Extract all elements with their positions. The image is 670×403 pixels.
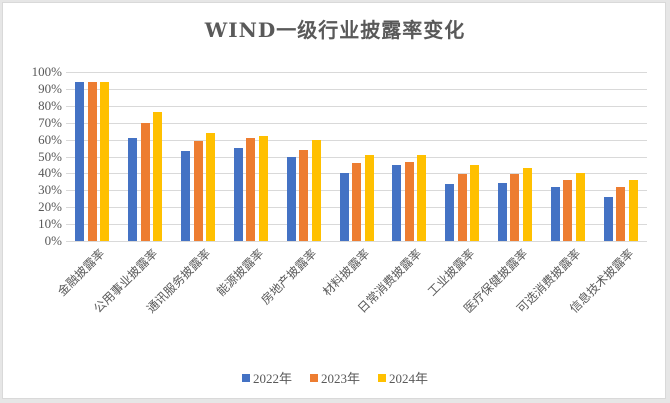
bar-2024年 [206,132,216,241]
legend-swatch-icon [378,373,386,382]
legend-swatch-icon [241,373,250,382]
y-tick-label: 90% [38,80,62,96]
bar-2022年 [286,156,296,241]
legend-swatch-icon [309,373,318,382]
bar-2023年 [246,137,256,241]
bar-2024年 [364,154,374,241]
bar-2024年 [153,111,163,241]
bar-2023年 [140,122,150,241]
legend-item: 2023年 [309,368,360,387]
bar-2024年 [258,136,268,241]
bar-2024年 [470,164,480,241]
bar-2024年 [628,180,638,241]
gridline [66,156,647,158]
bar-2024年 [100,82,110,241]
bar-2023年 [563,180,573,241]
y-tick-label: 50% [38,148,62,164]
chart-title: WIND一级行业披露率变化 [204,18,466,42]
bar-2022年 [445,183,455,241]
bar-2023年 [457,174,467,241]
y-tick-label: 70% [38,114,62,130]
gridline [66,139,647,141]
legend-label: 2023年 [320,371,360,386]
bar-2024年 [417,154,427,241]
bar-2023年 [87,82,97,241]
bar-2024年 [522,168,532,241]
bar-2022年 [128,137,138,241]
gridline [66,88,647,90]
legend-label: 2024年 [389,371,429,386]
y-tick-label: 0% [44,233,62,248]
bar-2024年 [575,173,585,241]
legend-item: 2024年 [378,368,428,387]
bar-2022年 [550,186,560,241]
bar-2022年 [181,151,191,241]
gridline [66,241,647,242]
bar-2023年 [193,141,203,241]
y-tick-label: 80% [38,97,62,113]
y-tick-label: 20% [38,199,62,215]
bar-2022年 [75,82,85,241]
bar-2023年 [616,186,626,241]
gridline [66,122,647,124]
bar-2024年 [311,139,321,241]
bar-2023年 [299,149,309,241]
bar-2023年 [352,163,361,241]
legend: 2022年 2023年 2024年 [0,368,670,387]
gridline [66,72,647,73]
y-tick-label: 100% [31,64,62,79]
plot-area [66,72,647,242]
bar-2022年 [392,164,402,241]
legend-label: 2022年 [252,371,292,386]
bar-2022年 [603,197,613,241]
bar-2022年 [339,173,349,241]
y-tick-label: 40% [38,165,62,181]
legend-item: 2022年 [241,368,292,387]
y-tick-label: 60% [38,131,62,147]
bar-2022年 [233,148,243,241]
y-tick-label: 30% [38,182,62,198]
bar-2023年 [510,174,520,241]
gridline [66,105,647,107]
bar-2023年 [404,161,414,241]
y-tick-label: 10% [38,216,62,232]
bar-2022年 [497,182,507,241]
